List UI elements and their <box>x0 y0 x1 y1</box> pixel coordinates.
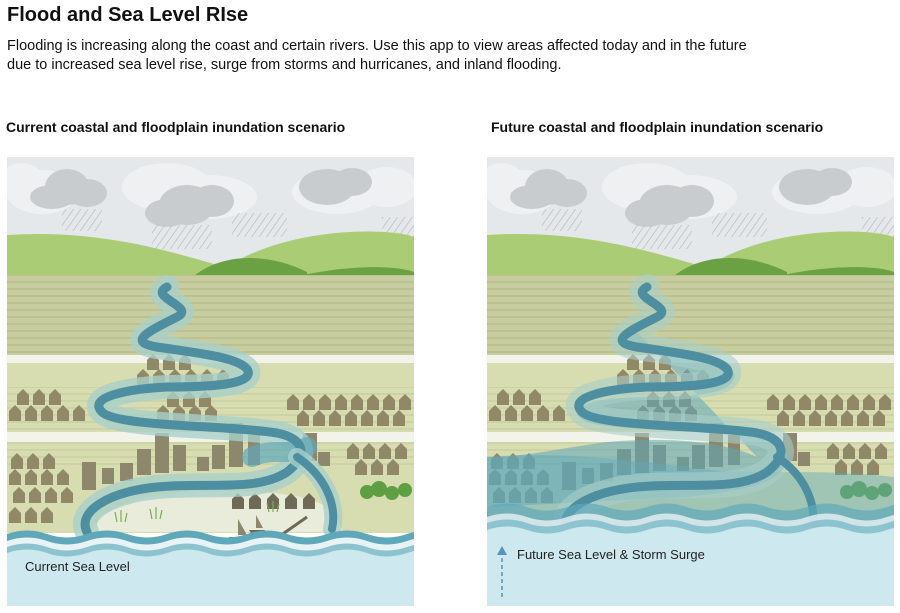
current-scenario-illustration[interactable]: Current Sea Level <box>7 157 414 606</box>
current-scenario-graphic <box>7 157 414 606</box>
bushes <box>360 481 412 500</box>
future-sea-level-label: Future Sea Level & Storm Surge <box>517 547 705 562</box>
bushes <box>840 481 892 500</box>
description-line-1: Flooding is increasing along the coast a… <box>7 38 747 54</box>
future-scenario-graphic <box>487 157 894 606</box>
rain-clouds <box>487 163 894 249</box>
page-description: Flooding is increasing along the coast a… <box>7 37 867 75</box>
marsh-grass <box>114 501 280 523</box>
river <box>560 282 786 537</box>
sea-rise-arrow-icon <box>497 546 507 597</box>
rain-clouds <box>7 163 414 249</box>
page-title: Flood and Sea Level RIse <box>7 4 249 26</box>
future-scenario-illustration[interactable]: Future Sea Level & Storm Surge <box>487 157 894 606</box>
beach <box>92 490 342 532</box>
description-line-2: due to increased sea level rise, surge f… <box>7 57 562 73</box>
sea <box>7 530 414 606</box>
future-scenario-heading: Future coastal and floodplain inundation… <box>491 119 824 135</box>
current-scenario-heading: Current coastal and floodplain inundatio… <box>6 119 346 135</box>
river <box>80 282 306 537</box>
sea <box>487 503 894 606</box>
current-sea-level-label: Current Sea Level <box>25 559 130 574</box>
